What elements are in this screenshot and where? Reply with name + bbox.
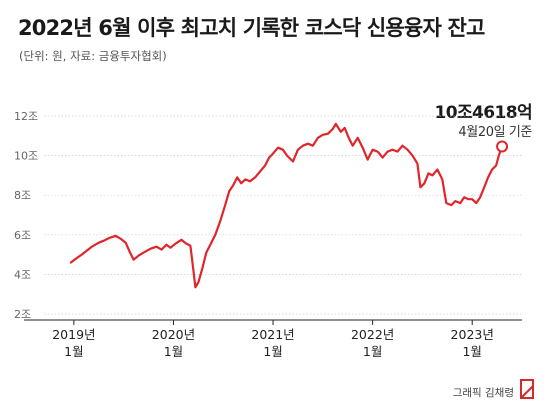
y-tick-label: 12조 <box>14 110 38 123</box>
x-tick-label-year: 2021년 <box>251 327 294 342</box>
series-line <box>69 122 504 289</box>
latest-value-callout: 10조4618억 <box>434 103 533 123</box>
graphic-credit: 그래픽 김채령 <box>452 387 514 399</box>
x-tick-label-year: 2022년 <box>351 327 394 342</box>
latest-date-callout: 4월20일 기준 <box>458 125 532 140</box>
y-tick-label: 2조 <box>14 308 31 321</box>
x-tick-label-year: 2023년 <box>451 327 494 342</box>
y-tick-label: 8조 <box>14 189 31 202</box>
chart-subtitle: (단위: 원, 자료: 금융투자협회) <box>19 49 167 63</box>
y-tick-label: 6조 <box>14 229 31 242</box>
x-tick-label-month: 1월 <box>462 344 481 359</box>
y-tick-label: 10조 <box>14 150 38 163</box>
latest-point-marker <box>496 140 509 153</box>
y-tick-label: 4조 <box>14 268 31 281</box>
publisher-logo-icon <box>520 379 534 399</box>
x-tick-label-year: 2020년 <box>152 327 195 342</box>
chart-title: 2022년 6월 이후 최고치 기록한 코스닥 신용융자 잔고 <box>18 16 485 40</box>
x-tick-label-month: 1월 <box>64 344 83 359</box>
x-tick-label-month: 1월 <box>263 344 282 359</box>
x-tick-label-month: 1월 <box>164 344 183 359</box>
x-tick-label-month: 1월 <box>363 344 382 359</box>
x-tick-label-year: 2019년 <box>52 327 95 342</box>
